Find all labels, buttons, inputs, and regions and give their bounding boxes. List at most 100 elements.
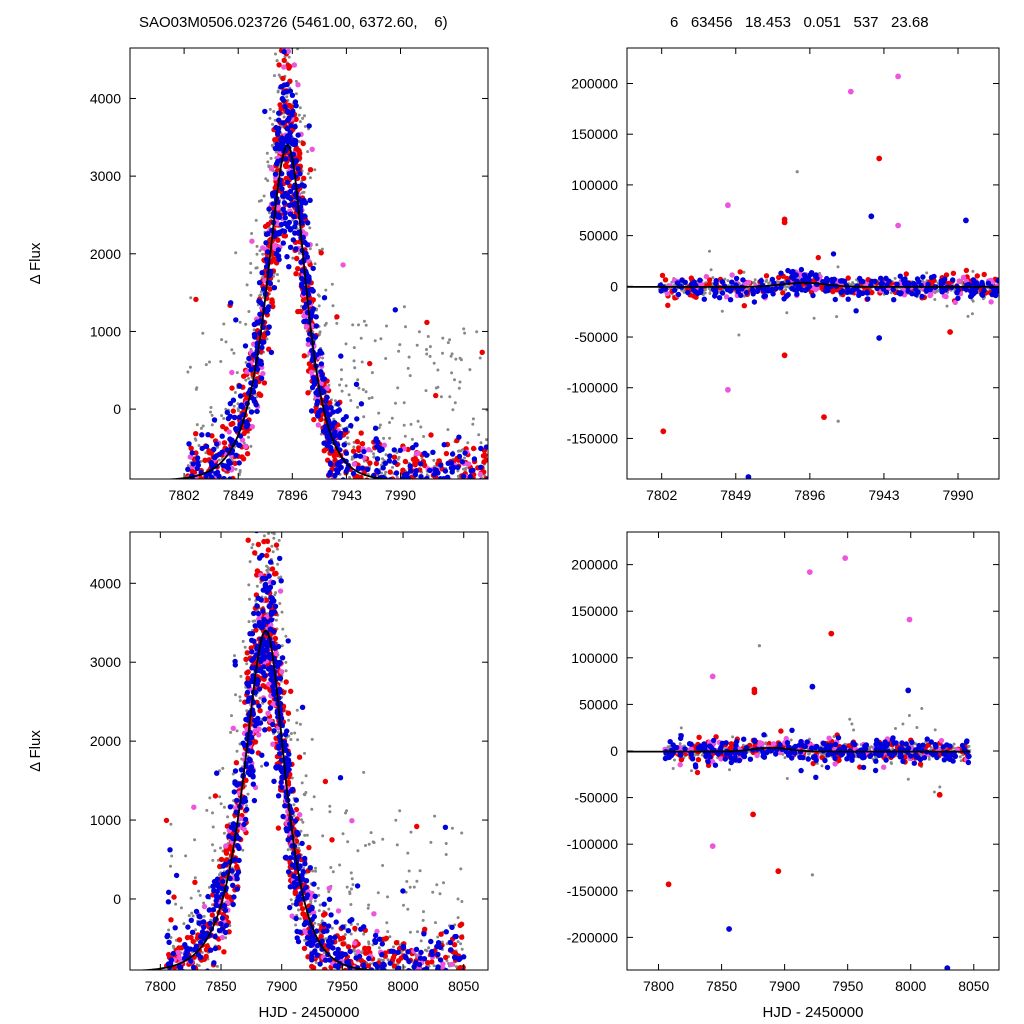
data-point-magenta <box>425 492 430 497</box>
data-point-gray <box>389 480 392 483</box>
data-point-gray <box>432 458 436 462</box>
data-point-gray <box>222 417 226 420</box>
data-point-gray <box>439 487 442 490</box>
data-point-gray <box>438 892 442 896</box>
data-point-red <box>442 997 447 1002</box>
data-point-gray <box>255 266 259 270</box>
data-point-gray <box>247 435 250 439</box>
outlier-point <box>660 428 667 435</box>
data-point-blue <box>281 49 287 55</box>
data-point-gray <box>462 327 466 331</box>
data-point-red <box>287 42 292 47</box>
data-point-blue <box>333 467 340 473</box>
data-point-blue <box>337 430 344 437</box>
data-point-gray <box>266 160 270 164</box>
data-point-blue <box>203 443 210 450</box>
data-point-red <box>391 454 398 460</box>
data-point-gray <box>391 465 394 469</box>
data-point-blue <box>897 291 904 297</box>
outlier-point <box>868 213 875 220</box>
data-point-blue <box>340 416 346 423</box>
data-point-red <box>422 487 427 492</box>
data-point-gray <box>415 343 419 347</box>
data-point-gray <box>289 36 292 39</box>
data-point-red <box>437 1008 442 1013</box>
data-point-blue <box>690 287 697 293</box>
data-point-gray <box>453 401 457 405</box>
data-point-gray <box>925 271 929 275</box>
data-point-blue <box>275 253 282 259</box>
data-point-red <box>245 675 251 681</box>
data-point-red <box>665 302 671 308</box>
data-point-blue <box>292 223 298 230</box>
data-point-magenta <box>729 272 735 278</box>
data-point-gray <box>369 831 373 835</box>
data-point-gray <box>262 486 265 489</box>
data-point-red <box>480 453 487 459</box>
data-point-blue <box>315 391 321 398</box>
data-point-red <box>309 963 315 970</box>
data-point-blue <box>993 287 999 293</box>
data-point-blue <box>979 292 986 298</box>
data-point-magenta <box>445 489 450 494</box>
data-point-blue <box>778 284 784 291</box>
data-point-blue <box>284 254 290 260</box>
data-point-magenta <box>229 369 235 376</box>
data-point-gray <box>304 791 308 794</box>
data-point-gray <box>395 843 399 847</box>
data-point-blue <box>242 343 249 349</box>
data-point-gray <box>317 909 321 913</box>
data-point-red <box>426 1008 431 1013</box>
data-point-gray <box>199 426 203 430</box>
data-point-red <box>193 431 199 437</box>
data-point-gray <box>471 498 474 501</box>
x-tick-label: 7943 <box>331 487 362 503</box>
data-point-blue <box>354 416 360 422</box>
x-tick-label: 7802 <box>646 487 677 503</box>
data-point-gray <box>441 336 445 340</box>
data-point-gray <box>182 922 186 926</box>
data-point-gray <box>255 584 259 588</box>
data-point-gray <box>297 846 301 850</box>
data-point-blue <box>448 480 453 485</box>
data-point-blue <box>227 413 233 420</box>
data-point-blue <box>199 503 204 508</box>
data-point-blue <box>478 464 484 470</box>
data-point-red <box>481 506 486 511</box>
data-point-gray <box>377 411 381 415</box>
data-point-blue <box>448 465 455 471</box>
outlier-point <box>895 73 901 80</box>
data-point-red <box>301 945 308 952</box>
data-point-red <box>376 978 381 983</box>
data-point-red <box>442 983 447 988</box>
data-point-blue <box>374 456 381 462</box>
data-point-gray <box>211 493 214 496</box>
data-point-gray <box>378 979 381 982</box>
data-point-gray <box>303 751 306 755</box>
data-point-blue <box>186 441 192 447</box>
data-point-blue <box>900 277 906 283</box>
data-point-red <box>470 445 477 452</box>
data-point-red <box>845 275 851 281</box>
data-point-gray <box>456 897 460 901</box>
data-point-red <box>410 456 417 463</box>
data-point-gray <box>218 795 222 799</box>
data-point-blue <box>283 156 289 162</box>
data-point-red <box>245 669 251 675</box>
data-point-red <box>230 420 236 427</box>
data-point-blue <box>358 401 365 407</box>
data-point-red <box>434 487 439 492</box>
data-point-gray <box>711 276 715 280</box>
data-point-blue <box>424 508 429 513</box>
data-point-red <box>428 432 434 438</box>
data-point-red <box>400 467 406 473</box>
data-point-red <box>815 254 821 261</box>
data-point-blue <box>214 469 221 476</box>
data-point-blue <box>228 300 234 306</box>
data-point-gray <box>297 908 300 912</box>
data-point-blue <box>424 475 430 479</box>
data-point-magenta <box>374 484 379 489</box>
data-point-blue <box>806 277 812 283</box>
data-point-blue <box>299 275 305 282</box>
data-point-gray <box>380 990 383 993</box>
